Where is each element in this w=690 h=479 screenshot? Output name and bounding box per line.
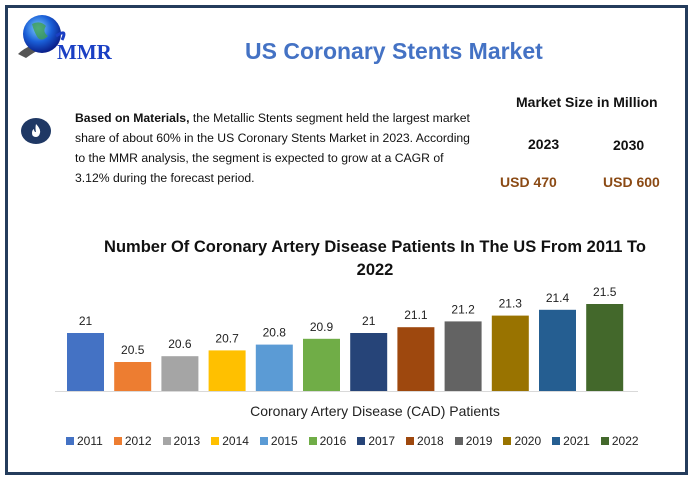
info-paragraph: Based on Materials, the Metallic Stents … — [75, 108, 480, 188]
legend-item-2019: 2019 — [454, 434, 493, 448]
legend-swatch — [113, 437, 122, 445]
market-size-value-2030: USD 600 — [603, 174, 660, 190]
bar-2011 — [67, 333, 104, 391]
legend-label: 2015 — [270, 434, 298, 448]
data-label-2011: 21 — [79, 314, 93, 328]
legend-swatch — [503, 437, 512, 445]
data-label-2017: 21 — [362, 314, 376, 328]
data-label-2021: 21.4 — [546, 291, 570, 305]
legend-swatch — [406, 437, 415, 445]
bar-2013 — [161, 356, 199, 391]
legend-swatch — [66, 437, 74, 445]
legend-item-2013: 2013 — [162, 434, 201, 448]
bar-2020 — [491, 315, 529, 391]
market-size-year-2030: 2030 — [613, 137, 645, 153]
chart-title: Number Of Coronary Artery Disease Patien… — [104, 238, 646, 279]
legend-label: 2011 — [77, 434, 103, 448]
bar-2012 — [114, 362, 152, 391]
legend-label: 2021 — [563, 434, 590, 448]
bar-2022 — [586, 304, 624, 391]
legend-item-2011: 2011 — [66, 434, 103, 448]
legend-swatch — [600, 437, 609, 445]
legend-swatch — [308, 437, 317, 445]
globe-icon — [18, 15, 66, 58]
market-size-value-2023: USD 470 — [500, 174, 557, 190]
legend-swatch — [552, 437, 561, 445]
legend-label: 2016 — [319, 434, 347, 448]
info-text: the Metallic Stents segment held the lar… — [75, 111, 470, 185]
chart-legend: 2011 2012 2013 2014 2015 2016 2017 2018 2019 2020… — [66, 434, 650, 448]
market-size-year-2023: 2023 — [528, 136, 560, 152]
legend-item-2022: 2022 — [600, 434, 639, 448]
legend-swatch — [357, 437, 366, 445]
legend-item-2020: 2020 — [503, 434, 541, 448]
mmr-logo: MMR — [12, 10, 127, 65]
infographic-frame — [5, 5, 688, 475]
bar-2016 — [303, 338, 340, 391]
info-bold-lead: Based on Materials, — [75, 111, 190, 125]
legend-label: 2012 — [124, 434, 152, 448]
data-label-2013: 20.6 — [168, 337, 192, 351]
legend-swatch — [211, 437, 220, 445]
flame-icon — [20, 117, 52, 145]
data-label-2014: 20.7 — [215, 331, 239, 345]
legend-item-2012: 2012 — [113, 434, 152, 448]
legend-swatch — [259, 437, 268, 445]
legend-label: 2018 — [417, 434, 444, 448]
legend-label: 2014 — [222, 434, 249, 448]
data-label-2018: 21.1 — [404, 308, 428, 322]
logo-text: MMR — [57, 40, 112, 64]
bar-2017 — [350, 333, 388, 391]
legend-label: 2013 — [173, 434, 201, 448]
bar-2015 — [255, 344, 293, 391]
legend-item-2021: 2021 — [552, 434, 590, 448]
legend-item-2016: 2016 — [308, 434, 347, 448]
x-axis-label: Coronary Artery Disease (CAD) Patients — [250, 403, 500, 419]
bar-2018 — [397, 327, 435, 391]
legend-swatch — [162, 437, 171, 445]
legend-item-2018: 2018 — [406, 434, 444, 448]
data-label-2019: 21.2 — [451, 302, 475, 316]
bar-2019 — [444, 321, 482, 391]
bar-2021 — [539, 309, 576, 391]
legend-swatch — [454, 437, 463, 445]
page-title: US Coronary Stents Market — [245, 38, 543, 64]
data-label-2015: 20.8 — [263, 326, 287, 340]
data-label-2022: 21.5 — [593, 285, 617, 299]
legend-label: 2020 — [514, 434, 542, 448]
data-label-2016: 20.9 — [310, 320, 334, 334]
bar-2014 — [208, 350, 246, 391]
legend-item-2014: 2014 — [211, 434, 249, 448]
legend-label: 2017 — [368, 434, 396, 448]
market-size-title: Market Size in Million — [516, 94, 658, 110]
legend-label: 2022 — [611, 434, 639, 448]
legend-item-2017: 2017 — [357, 434, 395, 448]
data-label-2012: 20.5 — [121, 343, 145, 357]
legend-label: 2019 — [465, 434, 493, 448]
legend-item-2015: 2015 — [259, 434, 298, 448]
data-label-2020: 21.3 — [499, 297, 523, 311]
